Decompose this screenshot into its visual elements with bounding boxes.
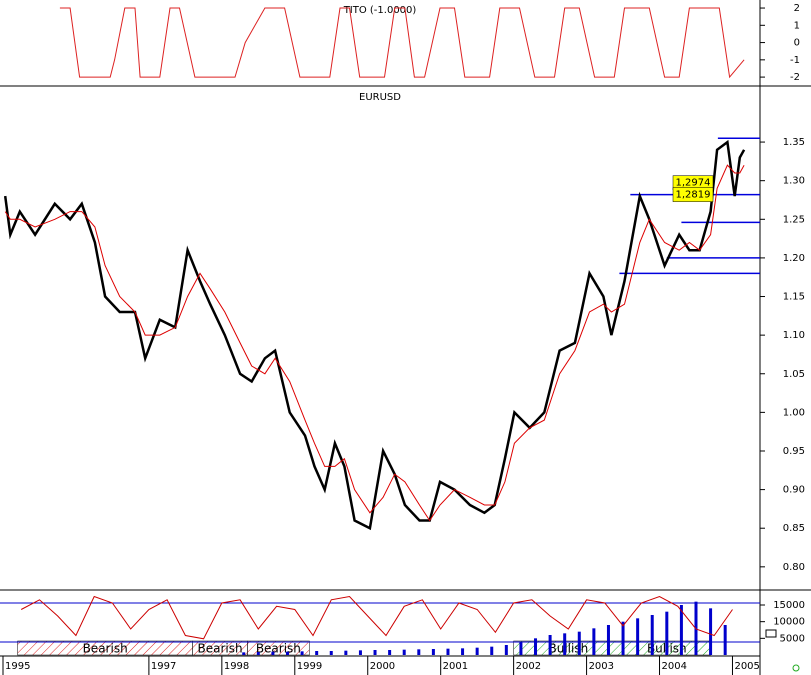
y-tick-label: 0	[794, 38, 800, 49]
y-tick-label: 0.90	[783, 485, 805, 496]
volume-bar	[592, 628, 596, 655]
line	[59, 7, 745, 79]
volume-bar	[344, 650, 348, 655]
indicator-title: TITO (-1.0000)	[343, 5, 417, 16]
line	[20, 595, 733, 640]
volume-bar	[256, 652, 260, 655]
annotation-label: 1,2974	[676, 178, 711, 189]
volume-bar	[446, 648, 450, 655]
y-tick-label: -2	[790, 72, 800, 83]
icon	[765, 629, 777, 638]
volume-bar	[577, 631, 581, 655]
region-label: Bearish	[197, 642, 242, 656]
annotation-label: 1,2819	[676, 190, 711, 201]
volume-bar	[621, 621, 625, 655]
region	[247, 640, 310, 656]
y-tick-label: 0.85	[783, 523, 805, 534]
x-tick-label: 1998	[224, 661, 249, 672]
volume-bar	[285, 651, 289, 655]
y-tick-label: -1	[790, 55, 800, 66]
y-tick-label: 1.00	[783, 407, 805, 418]
volume-bar	[358, 650, 362, 655]
volume-bar	[461, 648, 465, 655]
volume-bar	[504, 645, 508, 655]
line	[4, 164, 745, 522]
y-tick-label: 0.95	[783, 446, 805, 457]
y-tick-label: 1.15	[783, 292, 805, 303]
x-tick-label: 1995	[5, 661, 30, 672]
volume-bar	[431, 649, 435, 655]
region-label: Bearish	[83, 642, 128, 656]
volume-bar	[548, 635, 552, 655]
x-tick-label: 2002	[516, 661, 541, 672]
y-tick-label: 10000	[773, 617, 805, 628]
annotation-box	[672, 187, 714, 202]
y-tick-label: 1.05	[783, 369, 805, 380]
y-tick-label: 5000	[780, 633, 805, 644]
y-tick-label: 1	[794, 20, 800, 31]
volume-bar	[475, 647, 479, 655]
volume-bar	[606, 625, 610, 655]
volume-bar	[417, 649, 421, 655]
volume-bar	[636, 618, 640, 655]
volume-bar	[373, 650, 377, 655]
region-label: Bullish	[548, 642, 588, 656]
volume-bar	[723, 625, 727, 655]
y-tick-label: 0.80	[783, 562, 805, 573]
volume-bar	[490, 646, 494, 655]
x-tick-label: 1999	[297, 661, 322, 672]
volume-bar	[329, 651, 333, 655]
volume-bar	[563, 633, 567, 655]
volume-bar	[709, 608, 713, 655]
volume-bar	[271, 651, 275, 655]
volume-bar	[679, 605, 683, 655]
x-tick-label: 1997	[151, 661, 176, 672]
region-label: Bearish	[256, 642, 301, 656]
y-tick-label: 1.10	[783, 330, 805, 341]
volume-bar	[650, 615, 654, 655]
y-tick-label: 15000	[773, 600, 805, 611]
volume-bar	[300, 651, 304, 655]
y-tick-label: 1.35	[783, 137, 805, 148]
y-tick-label: 1.25	[783, 214, 805, 225]
x-tick-label: 2003	[589, 661, 614, 672]
icon	[792, 664, 800, 672]
x-tick-label: 2004	[662, 661, 687, 672]
chart-title: EURUSD	[359, 92, 401, 103]
volume-bar	[665, 611, 669, 655]
volume-bar	[402, 649, 406, 655]
y-tick-label: 1.20	[783, 253, 805, 264]
volume-bar	[388, 650, 392, 655]
y-tick-label: 1.30	[783, 176, 805, 187]
line	[3, 139, 746, 531]
volume-bar	[534, 638, 538, 655]
x-tick-label: 2005	[734, 661, 759, 672]
volume-bar	[519, 641, 523, 655]
volume-bar	[315, 651, 319, 655]
x-tick-label: 2001	[443, 661, 468, 672]
x-tick-label: 2000	[370, 661, 395, 672]
y-tick-label: 2	[794, 3, 800, 14]
volume-bar	[242, 652, 246, 655]
